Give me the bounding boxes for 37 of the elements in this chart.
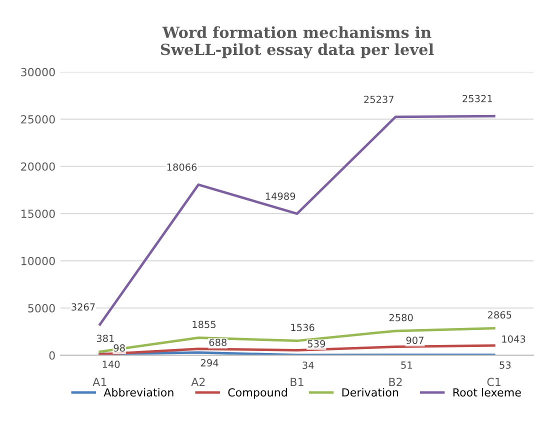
- y-tick-label: 5000: [28, 304, 55, 312]
- data-label: 688: [209, 338, 227, 346]
- y-tick-label: 20000: [21, 162, 55, 171]
- chart-title: Word formation mechanisms in SweLL-pilot essay data per level: [160, 26, 434, 58]
- data-label: 1536: [291, 324, 314, 332]
- legend-label: Derivation: [342, 388, 398, 397]
- data-label: 2580: [389, 314, 413, 322]
- data-label: 3267: [72, 303, 95, 311]
- data-label: 14989: [266, 192, 296, 200]
- data-label: 1043: [502, 335, 526, 343]
- y-tick-label: 10000: [22, 256, 55, 266]
- data-label: 381: [96, 334, 114, 342]
- y-tick-label: 15000: [22, 210, 55, 218]
- x-tick-label: C1: [487, 378, 500, 386]
- y-tick-label: 30000: [21, 68, 55, 76]
- data-label: 25321: [462, 94, 492, 102]
- data-label: 2865: [488, 311, 512, 319]
- x-tick-label: B1: [290, 378, 304, 386]
- data-label: 140: [102, 360, 120, 368]
- x-tick-label: A1: [92, 378, 106, 386]
- data-label: 539: [308, 340, 326, 348]
- legend-label: Root lexeme: [453, 388, 521, 397]
- data-label: 34: [302, 362, 314, 369]
- y-tick-label: 0: [49, 351, 55, 360]
- legend-label: Compound: [228, 388, 287, 399]
- data-label: 98: [114, 344, 125, 352]
- legend-label: Abbreviation: [104, 388, 174, 397]
- data-label: 25237: [364, 96, 394, 104]
- x-tick-label: A2: [191, 378, 205, 386]
- data-label: 18066: [167, 163, 197, 171]
- data-label: 294: [201, 359, 218, 366]
- data-label: 1855: [192, 320, 216, 328]
- x-tick-label: B2: [389, 378, 402, 386]
- y-tick-label: 25000: [21, 115, 55, 124]
- data-label: 53: [500, 361, 511, 369]
- data-label: 907: [406, 336, 424, 344]
- data-label: 51: [401, 362, 412, 369]
